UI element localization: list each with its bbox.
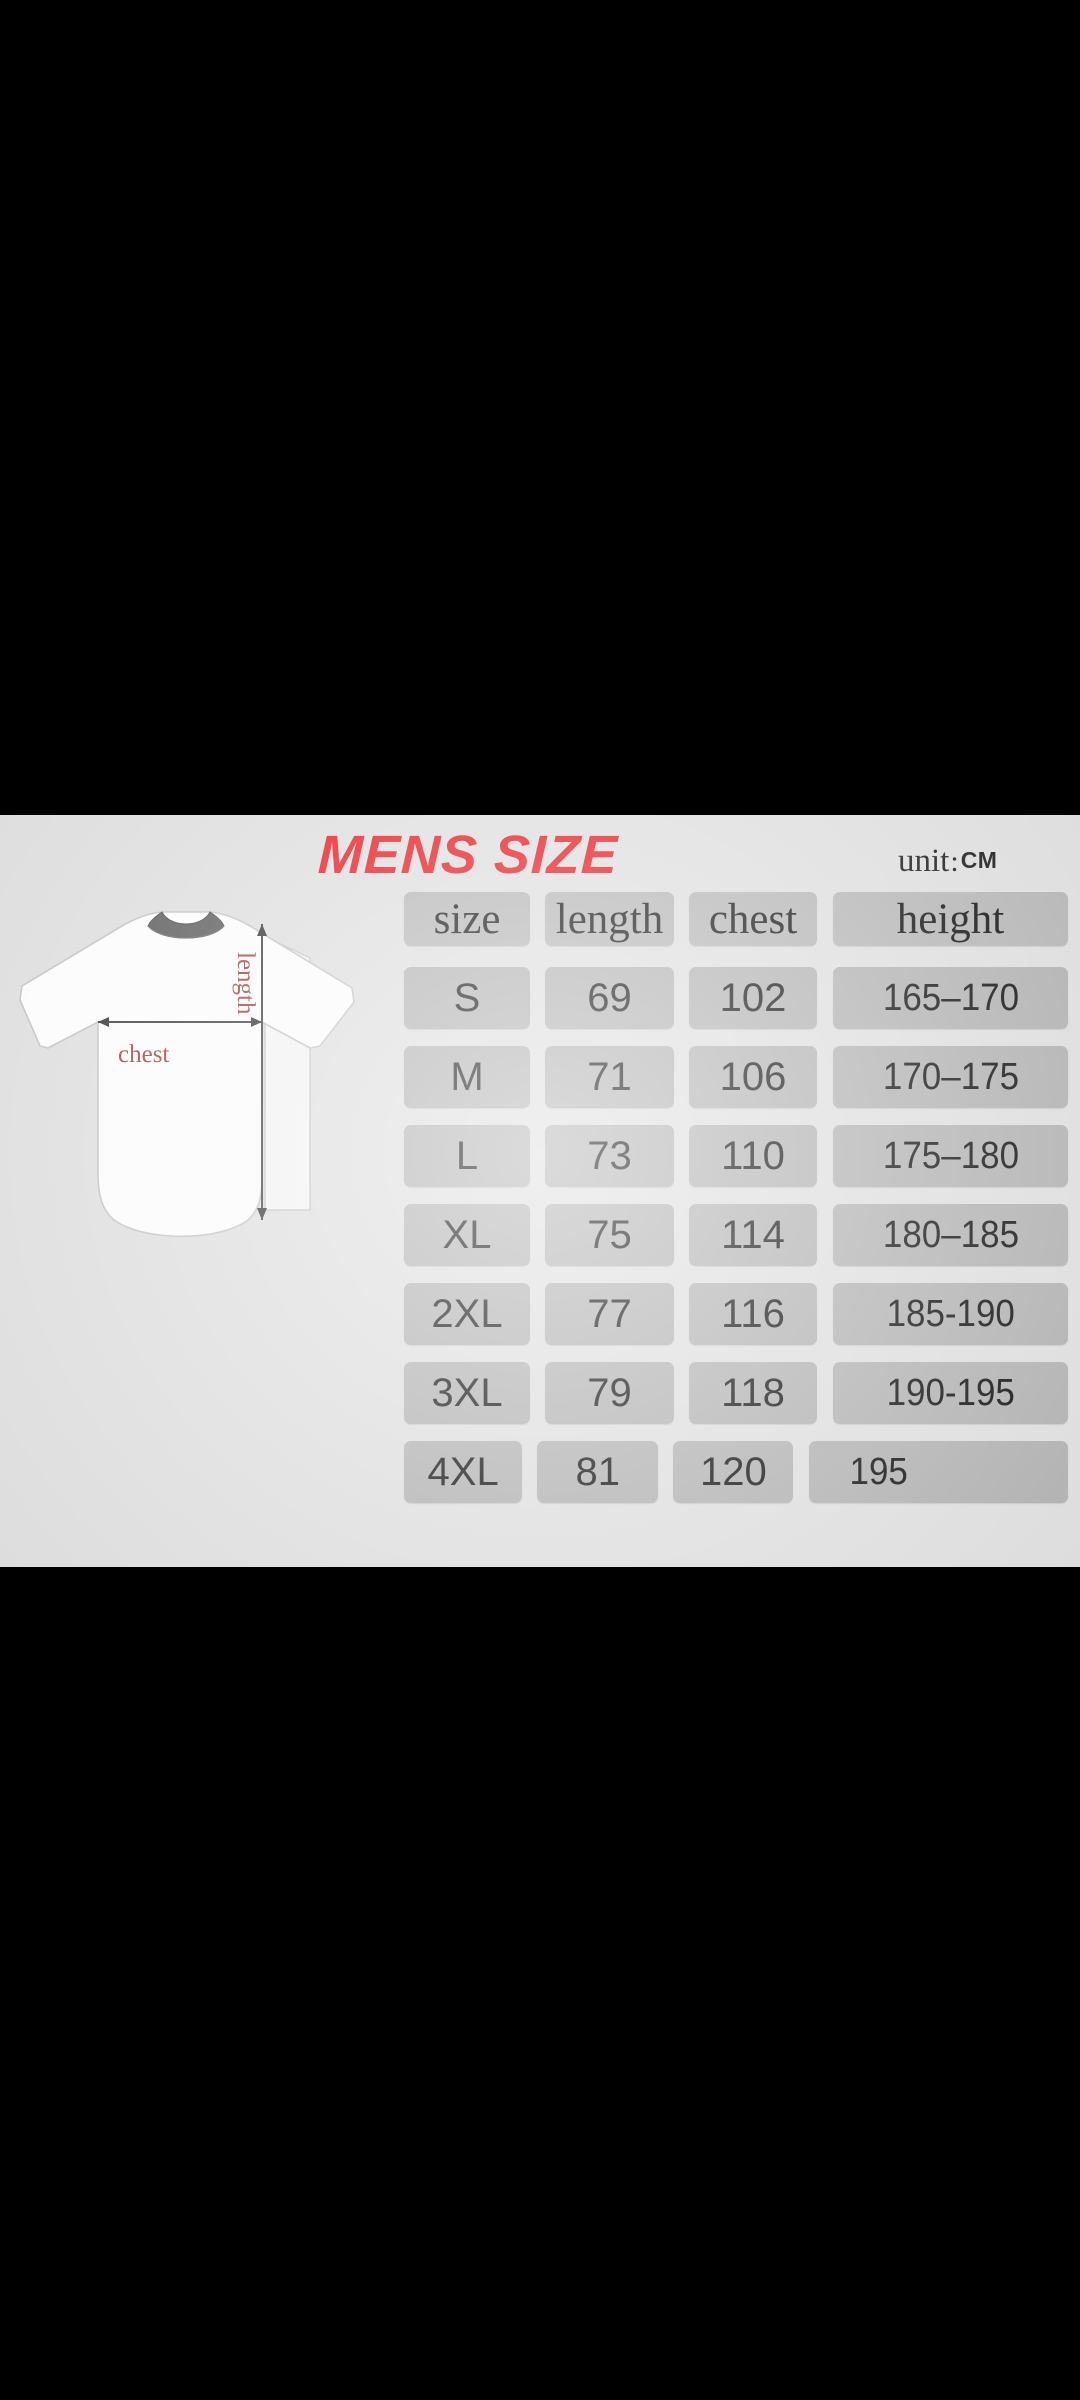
cell-size: 4XL — [404, 1441, 523, 1503]
unit-note: unit:CM — [898, 845, 997, 878]
cell-height: 195 — [809, 1441, 1068, 1503]
column-header-height-label: height — [896, 895, 1005, 943]
tshirt-neck-line — [147, 925, 225, 939]
table-row: L 73 110 175–180 — [404, 1125, 1068, 1187]
table-header-row: size length chest height — [404, 888, 1068, 950]
unit-colon: : — [950, 845, 959, 878]
table-row: XL 75 114 180–185 — [404, 1204, 1068, 1266]
cell-size: 2XL — [404, 1283, 530, 1345]
table-row: S 69 102 165–170 — [404, 967, 1068, 1029]
tshirt-body — [19, 911, 355, 1238]
chest-measure-label: chest — [118, 1041, 170, 1068]
column-header-size-label: size — [433, 895, 501, 943]
unit-value: CM — [960, 847, 998, 873]
table-row: 3XL 79 118 190-195 — [404, 1362, 1068, 1424]
tshirt-illustration — [10, 880, 390, 1320]
cell-length: 75 — [545, 1204, 674, 1266]
cell-chest: 106 — [689, 1046, 817, 1108]
cell-size: L — [404, 1125, 530, 1187]
size-chart-image: chest length MENS SIZE unit:CM size leng… — [0, 815, 1080, 1567]
cell-height: 180–185 — [833, 1204, 1068, 1266]
column-header-height: height — [833, 892, 1068, 946]
cell-size: XL — [404, 1204, 530, 1266]
cell-size: S — [404, 967, 530, 1029]
column-header-chest-label: chest — [708, 895, 798, 943]
cell-length: 77 — [545, 1283, 674, 1345]
tshirt-svg — [19, 911, 355, 1238]
cell-height: 165–170 — [833, 967, 1068, 1029]
cell-height: 190-195 — [833, 1362, 1068, 1424]
cell-chest: 114 — [689, 1204, 817, 1266]
cell-length: 69 — [545, 967, 674, 1029]
size-table: size length chest height S 69 102 165–17… — [404, 888, 1068, 1503]
table-row: 4XL 81 120 195 — [404, 1441, 1068, 1503]
table-row: 2XL 77 116 185-190 — [404, 1283, 1068, 1345]
cell-size: M — [404, 1046, 530, 1108]
length-measure-arrow — [257, 924, 267, 1220]
chest-measure-arrow — [98, 1017, 262, 1027]
column-header-length: length — [545, 892, 674, 946]
column-header-size: size — [404, 892, 530, 946]
page-title: MENS SIZE — [316, 825, 620, 885]
table-row: M 71 106 170–175 — [404, 1046, 1068, 1108]
column-header-chest: chest — [689, 892, 817, 946]
cell-length: 71 — [545, 1046, 674, 1108]
column-header-length-label: length — [555, 895, 664, 943]
cell-chest: 120 — [673, 1441, 794, 1503]
length-measure-label: length — [232, 952, 259, 1015]
cell-length: 73 — [545, 1125, 674, 1187]
cell-chest: 102 — [689, 967, 817, 1029]
cell-length: 81 — [537, 1441, 659, 1503]
cell-height: 175–180 — [833, 1125, 1068, 1187]
cell-length: 79 — [545, 1362, 674, 1424]
unit-word: unit — [898, 843, 950, 879]
cell-chest: 116 — [689, 1283, 817, 1345]
cell-chest: 118 — [689, 1362, 817, 1424]
cell-height: 170–175 — [833, 1046, 1068, 1108]
cell-height: 185-190 — [833, 1283, 1068, 1345]
cell-chest: 110 — [689, 1125, 817, 1187]
cell-size: 3XL — [404, 1362, 530, 1424]
